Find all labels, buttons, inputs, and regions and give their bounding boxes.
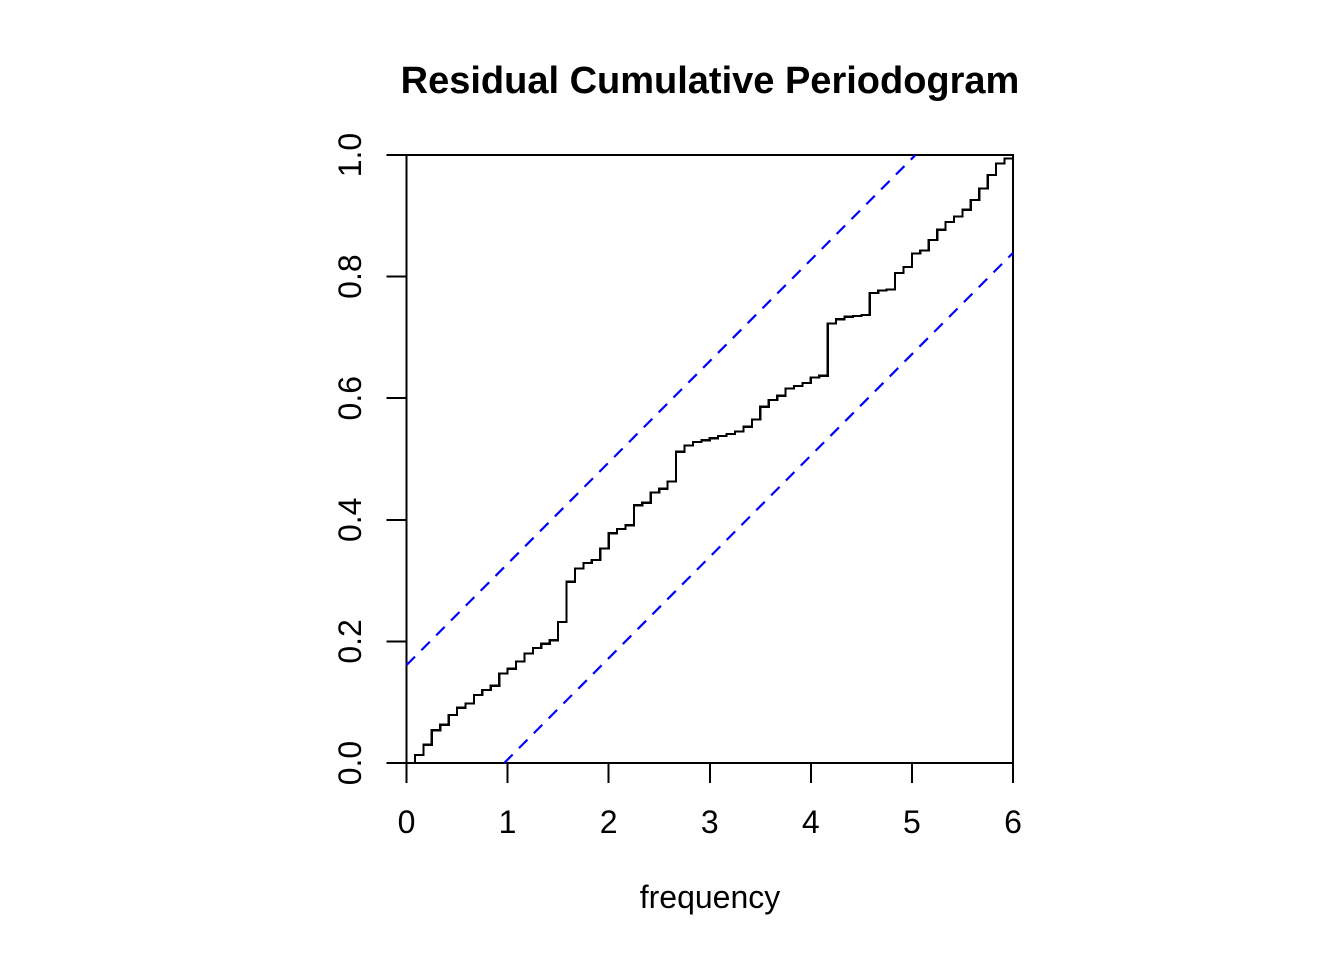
y-tick-label: 0.0 bbox=[332, 741, 368, 785]
upper-confidence-band-line bbox=[405, 154, 917, 666]
y-tick-label: 0.4 bbox=[332, 498, 368, 542]
x-tick-label: 0 bbox=[398, 804, 416, 840]
x-tick-label: 1 bbox=[499, 804, 517, 840]
x-tick-label: 4 bbox=[802, 804, 820, 840]
plot-box bbox=[405, 154, 1014, 764]
x-tick-label: 6 bbox=[1004, 804, 1022, 840]
x-tick-label: 5 bbox=[903, 804, 921, 840]
y-tick-label: 0.6 bbox=[332, 376, 368, 420]
y-tick-label: 0.2 bbox=[332, 619, 368, 663]
lower-confidence-band-line bbox=[503, 252, 1014, 764]
chart-title: Residual Cumulative Periodogram bbox=[400, 60, 1020, 102]
cumulative-periodogram-curve bbox=[406, 155, 1015, 765]
x-tick-label: 3 bbox=[701, 804, 719, 840]
x-axis-label: frequency bbox=[639, 879, 781, 915]
y-tick-label: 1.0 bbox=[332, 133, 368, 177]
x-tick-label: 2 bbox=[600, 804, 618, 840]
y-tick-label: 0.8 bbox=[332, 254, 368, 298]
